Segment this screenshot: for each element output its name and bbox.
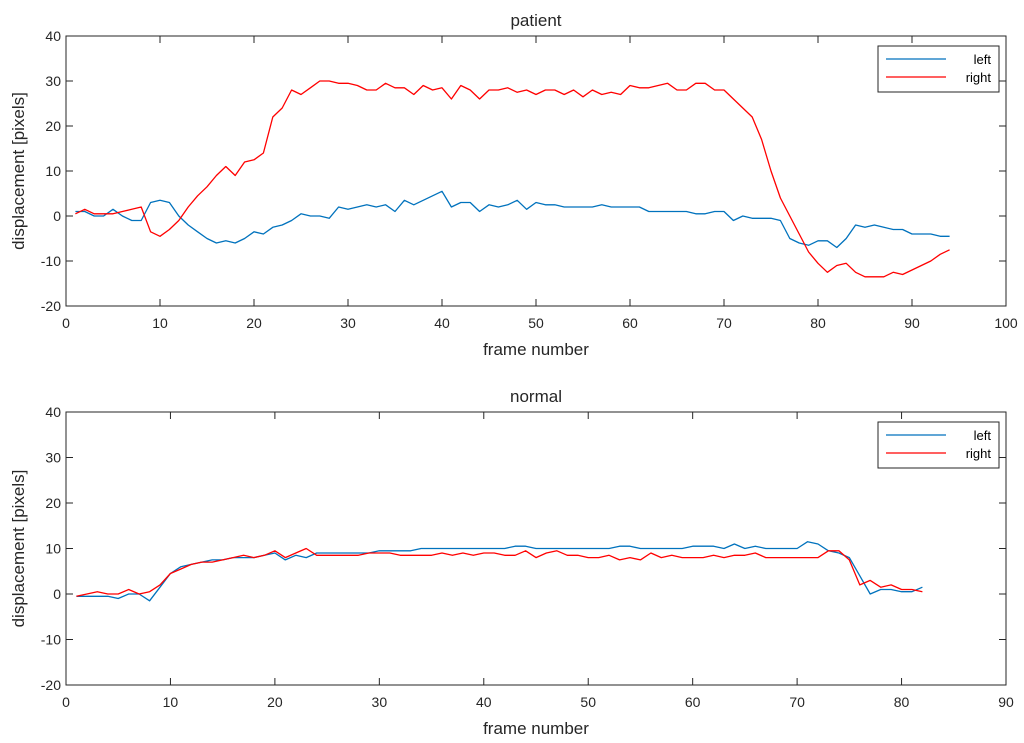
x-tick-label: 90 (904, 315, 920, 331)
series-line-left (76, 541, 923, 602)
y-tick-label: 20 (45, 495, 61, 511)
y-tick-label: -10 (41, 253, 61, 269)
y-tick-label: -10 (41, 632, 61, 648)
x-tick-label: 90 (998, 694, 1014, 710)
y-tick-label: 20 (45, 118, 61, 134)
y-tick-label: 40 (45, 28, 61, 44)
legend-label-right: right (966, 70, 992, 85)
legend: left right (877, 45, 1000, 93)
legend-box (877, 421, 1000, 469)
x-tick-label: 100 (994, 315, 1018, 331)
normal-chart: normal frame number displacement [pixels] 0… (9, 387, 1014, 738)
y-tick-label: 30 (45, 73, 61, 89)
x-tick-label: 0 (62, 315, 70, 331)
x-tick-label: 70 (789, 694, 805, 710)
x-axis-label: frame number (483, 719, 589, 738)
y-tick-label: -20 (41, 677, 61, 693)
legend-label-left: left (974, 52, 992, 67)
y-tick-label: 0 (53, 208, 61, 224)
x-tick-label: 50 (580, 694, 596, 710)
y-tick-label: 40 (45, 404, 61, 420)
x-axis-label: frame number (483, 340, 589, 359)
chart-title: patient (510, 11, 561, 30)
y-tick-label: -20 (41, 298, 61, 314)
y-tick-label: 30 (45, 450, 61, 466)
x-tick-label: 70 (716, 315, 732, 331)
plot-area (65, 35, 1007, 307)
chart-title: normal (510, 387, 562, 406)
x-tick-label: 50 (528, 315, 544, 331)
x-tick-label: 30 (372, 694, 388, 710)
y-tick-label: 10 (45, 541, 61, 557)
x-tick-label: 0 (62, 694, 70, 710)
x-tick-label: 40 (434, 315, 450, 331)
x-tick-label: 80 (810, 315, 826, 331)
x-tick-label: 30 (340, 315, 356, 331)
x-tick-label: 20 (246, 315, 262, 331)
series-line-right (76, 547, 923, 597)
x-tick-label: 10 (152, 315, 168, 331)
x-tick-label: 10 (163, 694, 179, 710)
legend-box (877, 45, 1000, 93)
legend-label-right: right (966, 446, 992, 461)
patient-chart: patient frame number displacement [pixels]… (9, 11, 1018, 359)
x-tick-label: 40 (476, 694, 492, 710)
y-tick-label: 0 (53, 586, 61, 602)
y-tick-label: 10 (45, 163, 61, 179)
x-tick-label: 20 (267, 694, 283, 710)
y-axis-label: displacement [pixels] (9, 92, 28, 250)
legend: left right (877, 421, 1000, 469)
series-line-right (75, 80, 950, 278)
y-axis-label: displacement [pixels] (9, 470, 28, 628)
x-tick-label: 60 (685, 694, 701, 710)
legend-label-left: left (974, 428, 992, 443)
x-tick-label: 80 (894, 694, 910, 710)
x-tick-label: 60 (622, 315, 638, 331)
